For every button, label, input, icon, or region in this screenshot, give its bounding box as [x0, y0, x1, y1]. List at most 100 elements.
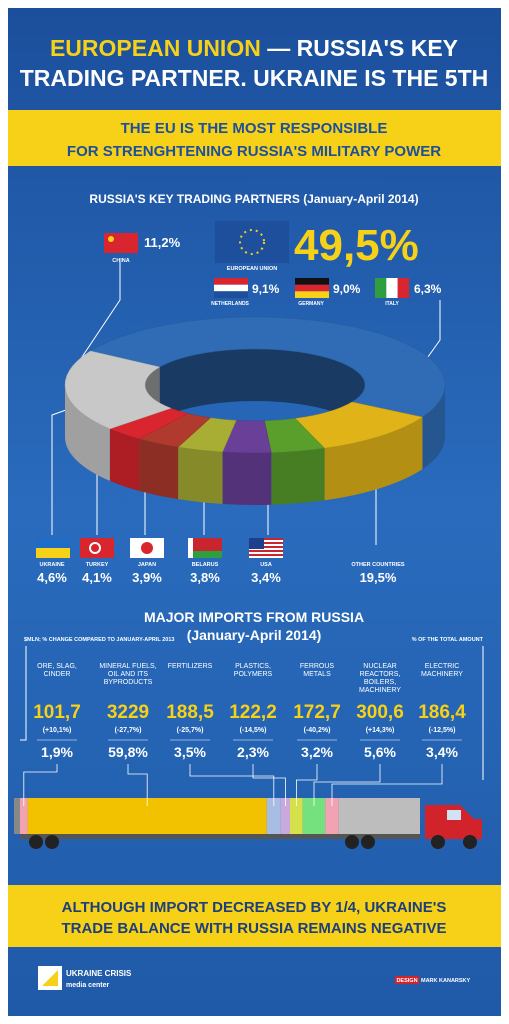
cargo-rest — [338, 798, 420, 834]
value-label: 19,5% — [360, 570, 397, 585]
value-label: 3,4% — [251, 570, 281, 585]
note-left: $MLN; % CHANGE COMPARED TO JANUARY-APRIL… — [24, 637, 174, 643]
member-name: ITALY — [385, 301, 399, 307]
cargo-segment — [302, 798, 326, 834]
footer-line1: ALTHOUGH IMPORT DECREASED BY 1/4, UKRAIN… — [62, 899, 447, 916]
category-label: USA — [260, 562, 272, 568]
category-label: CHINA — [112, 258, 129, 264]
donut-inner-wall — [159, 348, 365, 437]
leader-line — [23, 764, 58, 806]
import-change: (-27,7%) — [115, 727, 142, 734]
import-category: FERTILIZERS — [167, 663, 213, 670]
leader-line — [295, 764, 318, 806]
cargo-segment — [325, 798, 339, 834]
import-value: 122,2 — [229, 702, 277, 723]
category-label: OTHER COUNTRIES — [351, 562, 405, 568]
footer-line2: TRADE BALANCE WITH RUSSIA REMAINS NEGATI… — [61, 920, 446, 937]
truck-chart: 101,7 (+10,1%) 1,9% 3229 (-27,7%) 59,8% 188,5 (… — [20, 702, 466, 834]
value-label: 11,2% — [144, 235, 181, 250]
credit-label: DESIGN — [396, 978, 417, 984]
donut-title: RUSSIA'S KEY TRADING PARTNERS (January-A… — [89, 192, 418, 206]
donut-outer-wall — [65, 385, 110, 481]
category-label: BELARUS — [192, 562, 219, 568]
bracket-lines — [20, 646, 484, 780]
donut-outer-wall — [271, 448, 325, 505]
cargo-segment — [280, 798, 290, 834]
logo-line1: UKRAINE CRISIS — [66, 969, 132, 978]
leader-line — [252, 764, 286, 806]
title-rest: — RUSSIA'S KEY — [267, 35, 458, 61]
donut-outer-wall — [109, 428, 140, 491]
import-share: 3,5% — [174, 744, 206, 760]
banner-line1: THE EU IS THE MOST RESPONSIBLE — [121, 120, 388, 137]
category-label: EUROPEAN UNION — [227, 266, 277, 272]
title-highlight: EUROPEAN UNION — [50, 35, 261, 61]
background — [8, 8, 501, 1016]
banner — [8, 110, 501, 166]
donut-outer-wall — [222, 451, 272, 505]
import-change: (-14,5%) — [240, 727, 267, 734]
cargo-segment — [20, 798, 28, 834]
import-share: 5,6% — [364, 744, 396, 760]
import-category: NUCLEAR REACTORS, BOILERS, MACHINERY — [359, 663, 401, 694]
import-change: (-40,2%) — [304, 727, 331, 734]
import-share: 3,2% — [301, 744, 333, 760]
import-share: 59,8% — [108, 744, 148, 760]
category-label: JAPAN — [138, 562, 156, 568]
import-share: 1,9% — [41, 744, 73, 760]
imports-title: MAJOR IMPORTS FROM RUSSIA — [144, 609, 364, 625]
import-value: 172,7 — [293, 702, 341, 723]
leader-line — [189, 764, 275, 806]
value-label: 49,5% — [294, 221, 419, 270]
leader-line — [127, 764, 148, 806]
donut-outer-wall — [324, 417, 423, 501]
leader-line — [331, 764, 443, 806]
credit-name: MARK KANARSKY — [421, 978, 471, 984]
credit-box — [395, 976, 419, 984]
import-category: PLASTICS, POLYMERS — [233, 663, 273, 678]
member-share: 9,1% — [252, 282, 280, 296]
import-category: FERROUS METALS — [299, 663, 335, 678]
imports-subtitle: (January-April 2014) — [187, 627, 322, 643]
import-category: ELECTRIC MACHINERY — [421, 663, 463, 678]
import-change: (+10,1%) — [43, 727, 72, 734]
import-value: 3229 — [107, 702, 149, 723]
cab — [14, 798, 482, 849]
donut-outer-wall — [139, 438, 179, 500]
import-change: (-12,5%) — [429, 727, 456, 734]
category-label: UKRAINE — [39, 562, 64, 568]
cargo-segment — [266, 798, 281, 834]
category-label: TURKEY — [86, 562, 109, 568]
donut-segment — [89, 316, 446, 418]
title-line2: TRADING PARTNER. UKRAINE IS THE 5TH — [20, 65, 489, 91]
value-label: 4,6% — [37, 570, 67, 585]
donut-segment — [64, 350, 172, 430]
note-right: % OF THE TOTAL AMOUNT — [412, 637, 484, 643]
import-change: (-25,7%) — [177, 727, 204, 734]
donut-outer-wall — [178, 447, 223, 504]
logo-line2: media center — [66, 982, 109, 989]
import-change: (+14,3%) — [366, 727, 395, 734]
member-name: GERMANY — [298, 301, 324, 307]
import-share: 2,3% — [237, 744, 269, 760]
flags — [36, 221, 409, 558]
import-category: ORE, SLAG, CINDER — [37, 663, 77, 678]
banner-line2: FOR STRENGHTENING RUSSIA'S MILITARY POWE… — [67, 143, 441, 160]
title-line1: EUROPEAN UNION — RUSSIA'S KEY — [50, 35, 458, 61]
cargo-segment — [290, 798, 303, 834]
footer-band — [8, 885, 501, 947]
import-share: 3,4% — [426, 744, 458, 760]
import-value: 101,7 — [33, 702, 81, 723]
donut-chart — [64, 316, 446, 505]
import-value: 186,4 — [418, 702, 466, 723]
donut-outer-wall — [422, 385, 446, 470]
import-category: MINERAL FUELS, OIL AND ITS BYPRODUCTS — [99, 663, 157, 686]
member-name: NETHERLANDS — [211, 301, 249, 307]
value-label: 3,8% — [190, 570, 220, 585]
leader-line — [313, 764, 381, 806]
import-value: 188,5 — [166, 702, 214, 723]
value-label: 4,1% — [82, 570, 112, 585]
value-label: 3,9% — [132, 570, 162, 585]
